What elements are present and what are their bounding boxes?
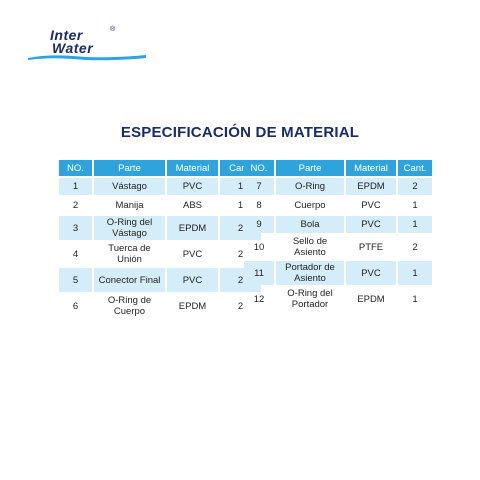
table-row: 7 O-Ring EPDM 2 bbox=[244, 178, 432, 195]
cell-no: 1 bbox=[59, 178, 92, 195]
cell-no: 8 bbox=[256, 200, 262, 211]
cell-material: EPDM bbox=[178, 300, 207, 312]
cell-no: 7 bbox=[244, 178, 274, 195]
table-row: 10 Sello de Asiento PTFE 2 bbox=[244, 235, 432, 259]
material-table-right: NO. Parte Material Cant. 7 O-Ring EPDM 2… bbox=[242, 158, 434, 313]
table-row: 4 Tuerca de Unión PVC 2 bbox=[59, 242, 261, 266]
table-row: 11 Portador de Asiento PVC 1 bbox=[244, 261, 432, 285]
header-material: Material bbox=[346, 160, 396, 176]
logo-line-1: Inter bbox=[50, 27, 83, 43]
cell-cant: 2 bbox=[412, 241, 418, 253]
cell-material: PVC bbox=[346, 261, 396, 285]
cell-parte: Conector Final bbox=[94, 268, 165, 292]
cell-no: 10 bbox=[253, 241, 265, 253]
table-row: 2 Manija ABS 1 bbox=[59, 197, 261, 214]
cell-material: PVC bbox=[167, 178, 218, 195]
cell-cant: 1 bbox=[398, 261, 432, 285]
cell-material: EPDM bbox=[167, 216, 218, 240]
cell-material: ABS bbox=[182, 200, 202, 211]
cell-no: 4 bbox=[72, 248, 79, 260]
cell-material: EPDM bbox=[346, 178, 396, 195]
header-parte: Parte bbox=[94, 160, 165, 176]
cell-no: 5 bbox=[59, 268, 92, 292]
header-cant: Cant. bbox=[398, 160, 432, 176]
table-row: 12 O-Ring del Portador EPDM 1 bbox=[244, 287, 432, 311]
cell-no: 6 bbox=[72, 300, 79, 312]
table-row: 6 O-Ring de Cuerpo EPDM 2 bbox=[59, 294, 261, 318]
cell-cant: 2 bbox=[237, 300, 244, 312]
table-header-row: NO. Parte Material Cant. bbox=[244, 160, 432, 176]
cell-parte: Manija bbox=[115, 200, 144, 211]
logo-registered-mark: ® bbox=[110, 26, 116, 33]
cell-cant: 1 bbox=[398, 216, 432, 233]
table-row: 8 Cuerpo PVC 1 bbox=[244, 197, 432, 214]
wave-icon bbox=[28, 55, 146, 61]
cell-parte: Vástago bbox=[94, 178, 165, 195]
cell-parte: Portador de Asiento bbox=[276, 261, 344, 285]
table-header-row: NO. Parte Material Cant. bbox=[59, 160, 261, 176]
cell-parte: Sello de Asiento bbox=[292, 236, 328, 258]
cell-cant: 1 bbox=[237, 200, 244, 211]
table-row: 5 Conector Final PVC 2 bbox=[59, 268, 261, 292]
cell-material: PTFE bbox=[358, 241, 384, 253]
cell-no: 11 bbox=[244, 261, 274, 285]
cell-no: 2 bbox=[72, 200, 79, 211]
material-table-left: NO. Parte Material Cant. 1 Vástago PVC 1… bbox=[57, 158, 263, 320]
cell-parte: O-Ring de Cuerpo bbox=[107, 295, 152, 317]
table-row: 3 O-Ring del Vástago EPDM 2 bbox=[59, 216, 261, 240]
cell-no: 12 bbox=[253, 293, 265, 305]
cell-parte: O-Ring bbox=[276, 178, 344, 195]
header-material: Material bbox=[167, 160, 218, 176]
cell-cant: 2 bbox=[398, 178, 432, 195]
cell-material: PVC bbox=[167, 268, 218, 292]
cell-material: PVC bbox=[182, 248, 203, 260]
table-row: 9 Bola PVC 1 bbox=[244, 216, 432, 233]
page-title: ESPECIFICACIÓN DE MATERIAL bbox=[120, 124, 360, 141]
cell-cant: 1 bbox=[412, 200, 418, 211]
cell-no: 3 bbox=[59, 216, 92, 240]
cell-cant: 1 bbox=[412, 293, 418, 305]
cell-no: 9 bbox=[244, 216, 274, 233]
cell-parte: O-Ring del Vástago bbox=[94, 216, 165, 240]
cell-parte: Tuerca de Unión bbox=[108, 243, 151, 265]
cell-parte: O-Ring del Portador bbox=[287, 288, 333, 310]
logo-line-2: Water bbox=[52, 40, 94, 56]
header-parte: Parte bbox=[276, 160, 344, 176]
cell-material: PVC bbox=[361, 200, 381, 211]
header-no: NO. bbox=[244, 160, 274, 176]
table-row: 1 Vástago PVC 1 bbox=[59, 178, 261, 195]
cell-parte: Bola bbox=[276, 216, 344, 233]
cell-parte: Cuerpo bbox=[294, 200, 326, 211]
header-no: NO. bbox=[59, 160, 92, 176]
inter-water-logo: Inter ® Water bbox=[28, 26, 146, 68]
cell-cant: 2 bbox=[237, 248, 244, 260]
cell-material: PVC bbox=[346, 216, 396, 233]
cell-material: EPDM bbox=[357, 293, 385, 305]
